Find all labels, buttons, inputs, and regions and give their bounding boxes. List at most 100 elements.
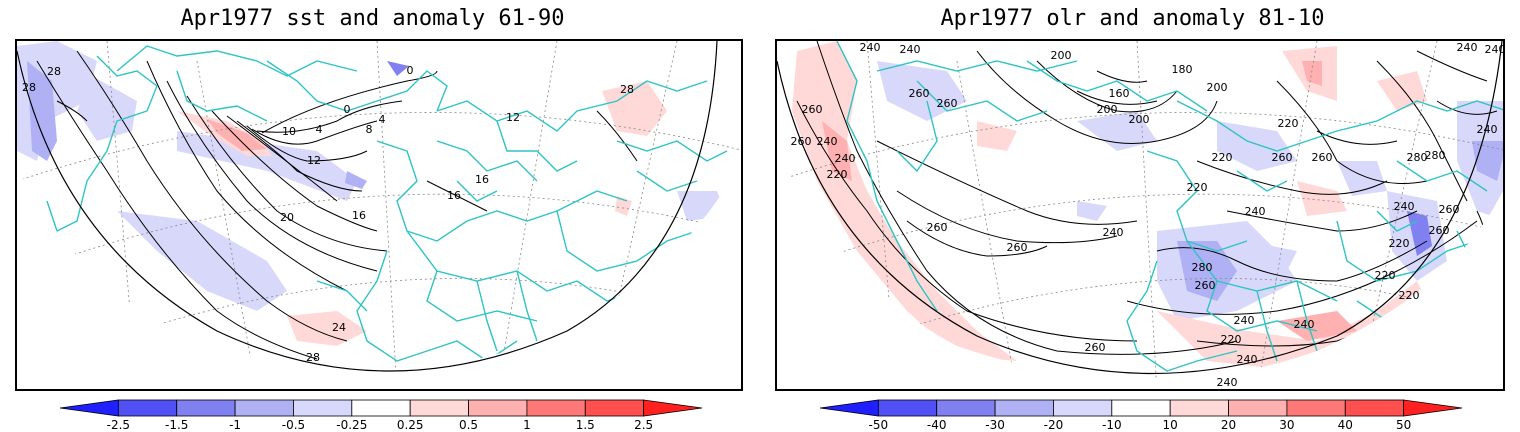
contour-label: 4: [316, 123, 323, 136]
olr-contour-labels: 240 240 240 240 200 180 160 200 200 200 …: [791, 41, 1506, 389]
colorbar-swatch: [234, 399, 294, 417]
sst-panel-title: Apr1977 sst and anomaly 61-90: [180, 6, 565, 31]
contour-label: 200: [1097, 103, 1118, 116]
colorbar-tick-label: 1.5: [575, 418, 595, 432]
contour-label: 240: [817, 135, 838, 148]
colorbar-swatch: [643, 399, 703, 417]
contour-label: 240: [835, 152, 856, 165]
contour-label: 16: [352, 209, 366, 222]
colorbar-tick-label: -1: [229, 418, 242, 432]
sst-contours: [36, 50, 638, 360]
colorbar-tick-label: 50: [1395, 418, 1412, 432]
colorbar-swatch: [176, 399, 236, 417]
contour-label: 260: [1312, 151, 1333, 164]
colorbar-swatch: [994, 399, 1054, 417]
sst-map-canvas: 28 28 0 0 4 4 8 10 12 12 16 16 16 20 24 …: [17, 41, 741, 372]
colorbar-tick-label: 0.5: [458, 418, 479, 432]
contour-label: 28: [620, 83, 634, 96]
contour-label: 8: [366, 123, 373, 136]
colorbar-swatch: [1228, 399, 1288, 417]
contour-label: 260: [1272, 151, 1293, 164]
colorbar-swatch: [584, 399, 645, 417]
contour-label: 0: [407, 64, 414, 77]
sst-colorbar: [59, 399, 703, 417]
contour-label: 240: [900, 43, 921, 56]
contour-label: 240: [1485, 43, 1506, 56]
contour-label: 260: [1429, 224, 1450, 237]
colorbar-tick-label: -20: [1043, 418, 1064, 432]
contour-label: 16: [447, 189, 461, 202]
sst-projection-edge: [17, 41, 718, 372]
contour-label: 20: [280, 211, 294, 224]
olr-projection-edge: [777, 41, 1503, 375]
contour-label: 24: [332, 321, 346, 334]
contour-label: 28: [22, 81, 36, 94]
colorbar-swatch: [1403, 399, 1463, 417]
olr-map-canvas: 240 240 240 240 200 180 160 200 200 200 …: [777, 41, 1506, 389]
colorbar-swatch: [1169, 399, 1229, 417]
contour-label: 240: [1477, 123, 1498, 136]
colorbar-tick-label: 40: [1337, 418, 1353, 432]
colorbar-tick-label: 30: [1279, 418, 1295, 432]
colorbar-swatch: [1344, 399, 1405, 417]
sst-contour-labels: 28 28 0 0 4 4 8 10 12 12 16 16 16 20 24 …: [22, 64, 634, 364]
sst-graticule: [17, 41, 741, 371]
contour-label: 260: [927, 221, 948, 234]
colorbar-swatch: [468, 399, 528, 417]
contour-label: 280: [1425, 149, 1446, 162]
colorbar-swatch: [526, 399, 586, 417]
colorbar-swatch: [1286, 399, 1346, 417]
colorbar-swatch: [936, 399, 996, 417]
colorbar-swatch: [1053, 399, 1113, 417]
colorbar-tick-label: -50: [868, 418, 889, 432]
contour-label: 240: [860, 41, 881, 54]
colorbar-tick-label: 1: [523, 418, 531, 432]
sst-map: 28 28 0 0 4 4 8 10 12 12 16 16 16 20 24 …: [15, 39, 743, 391]
colorbar-tick-label: -30: [985, 418, 1005, 432]
contour-label: 240: [1103, 226, 1124, 239]
contour-label: 28: [306, 351, 320, 364]
colorbar-tick-label: -0.25: [336, 418, 368, 432]
colorbar-tick-label: -2.5: [106, 418, 131, 432]
olr-panel-title: Apr1977 olr and anomaly 81-10: [940, 6, 1325, 31]
contour-label: 160: [1109, 87, 1130, 100]
colorbar-swatch: [351, 399, 411, 417]
colorbar-swatch: [1111, 399, 1171, 417]
contour-label: 220: [1212, 151, 1233, 164]
contour-label: 240: [1234, 314, 1255, 327]
contour-label: 280: [1192, 261, 1213, 274]
contour-label: 220: [1399, 289, 1420, 302]
contour-label: 200: [1051, 49, 1072, 62]
contour-label: 10: [282, 125, 296, 138]
colorbar-swatch: [117, 399, 178, 417]
sst-panel: Apr1977 sst and anomaly 61-90: [0, 0, 745, 432]
olr-anomaly-shading: [792, 41, 1503, 371]
contour-label: 28: [47, 65, 61, 78]
colorbar-tick-label: -0.5: [281, 418, 306, 432]
contour-label: 220: [827, 168, 848, 181]
colorbar-swatch: [59, 399, 119, 417]
olr-map: 240 240 240 240 200 180 160 200 200 200 …: [775, 39, 1505, 391]
contour-label: 220: [1278, 117, 1299, 130]
contour-label: 0: [344, 103, 351, 116]
contour-label: 240: [1217, 376, 1238, 389]
colorbar-tick-label: -1.5: [165, 418, 189, 432]
contour-label: 260: [1007, 241, 1028, 254]
contour-label: 200: [1207, 81, 1228, 94]
contour-label: 16: [475, 173, 489, 186]
contour-label: 240: [1245, 205, 1266, 218]
contour-label: 260: [909, 87, 930, 100]
contour-label: 240: [1394, 200, 1415, 213]
contour-label: 240: [1294, 318, 1315, 331]
colorbar-tick-label: 10: [1162, 418, 1178, 432]
sst-coastlines: [46, 45, 728, 362]
contour-label: 220: [1389, 237, 1410, 250]
olr-panel: Apr1977 olr and anomaly 81-10: [760, 0, 1505, 432]
colorbar-tick-label: -40: [926, 418, 947, 432]
contour-label: 260: [1085, 341, 1106, 354]
olr-colorbar: [819, 399, 1463, 417]
contour-label: 260: [802, 103, 823, 116]
contour-label: 180: [1172, 63, 1193, 76]
colorbar-swatch: [819, 399, 879, 417]
contour-label: 12: [506, 111, 520, 124]
